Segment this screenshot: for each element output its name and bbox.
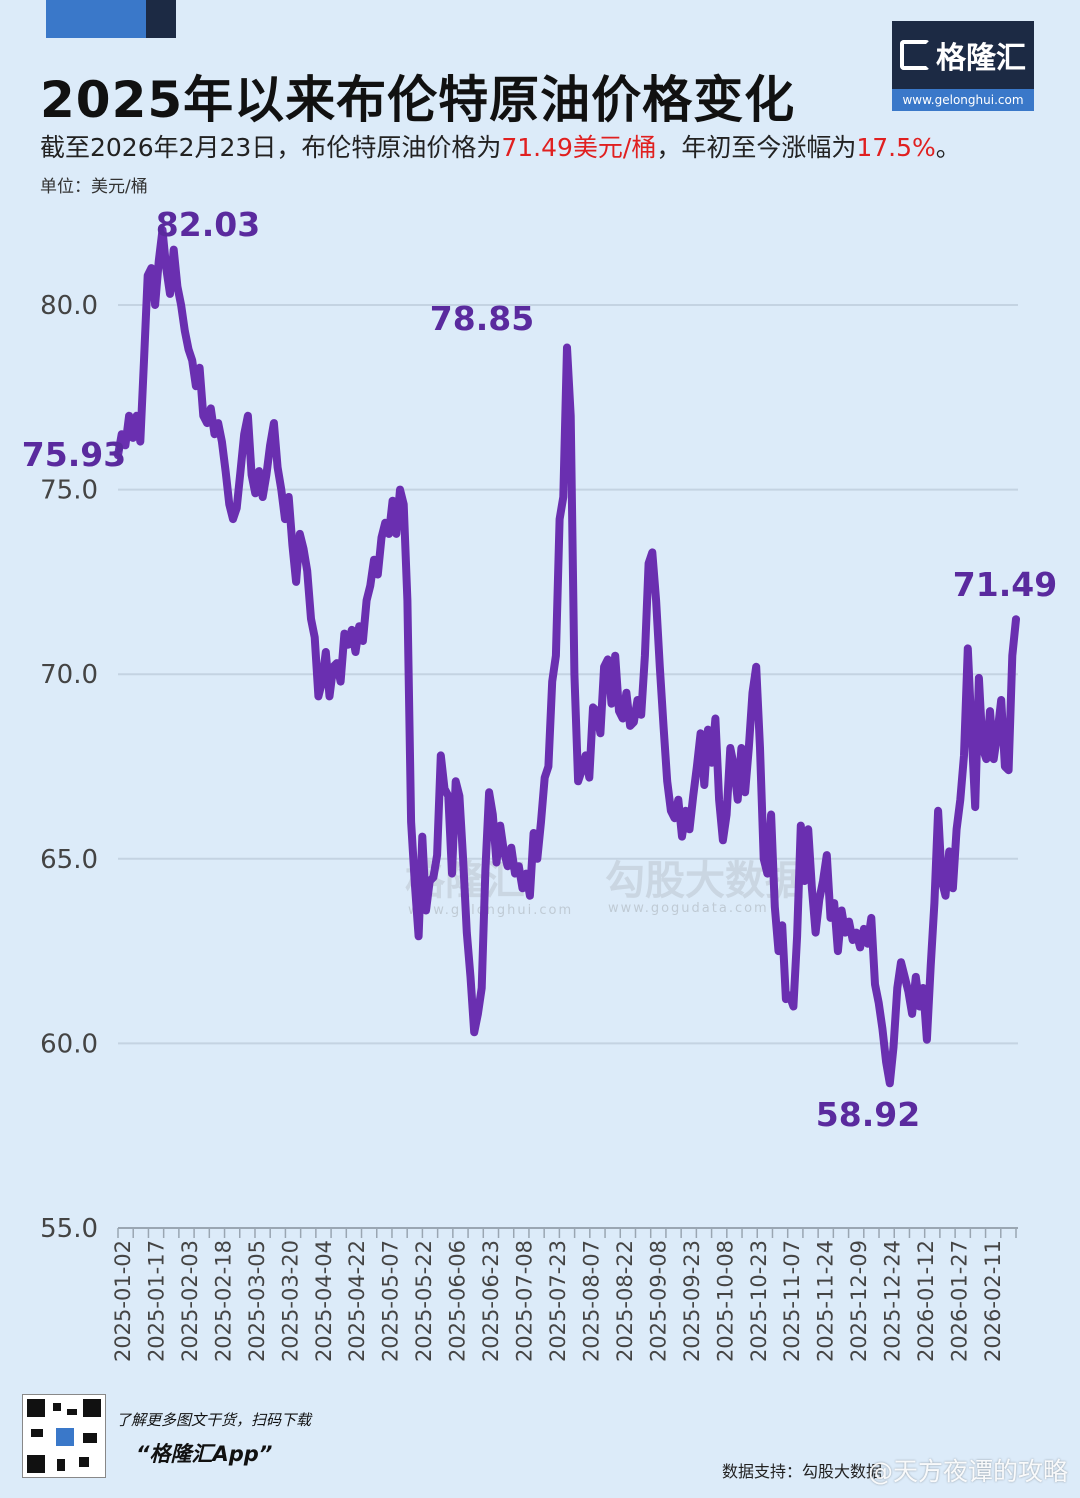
unit-label: 单位：美元/桶 xyxy=(40,177,148,197)
footer-app-name: “格隆汇App” xyxy=(136,1442,273,1466)
data-source: 数据支持：勾股大数据 xyxy=(722,1462,883,1481)
x-tick-label: 2025-09-08 xyxy=(646,1240,670,1362)
data-label: 78.85 xyxy=(430,299,534,338)
x-tick-label: 2025-04-22 xyxy=(345,1240,369,1362)
price-series-line xyxy=(114,226,1020,1088)
gelonghui-logo: 格隆汇 www.gelonghui.com xyxy=(892,21,1034,111)
chart-title: 2025年以来布伦特原油价格变化 xyxy=(40,71,796,129)
watermark-gogudata-url: www.gogudata.com xyxy=(608,901,769,916)
weibo-watermark: @天方夜谭的攻略 xyxy=(868,1457,1069,1486)
y-tick-label: 60.0 xyxy=(40,1029,98,1059)
top-accent-bar xyxy=(46,0,176,38)
subtitle-pct: 17.5% xyxy=(856,133,936,162)
x-tick-label: 2025-04-04 xyxy=(312,1240,336,1362)
x-tick-label: 2026-01-12 xyxy=(914,1240,938,1362)
x-tick-label: 2025-11-07 xyxy=(780,1240,804,1362)
x-tick-label: 2025-09-23 xyxy=(680,1240,704,1362)
subtitle-price: 71.49美元/桶 xyxy=(501,133,657,162)
x-tick-label: 2025-10-23 xyxy=(747,1240,771,1362)
logo-url: www.gelonghui.com xyxy=(892,89,1034,111)
x-tick-label: 2025-02-03 xyxy=(178,1240,202,1362)
subtitle-prefix: 截至2026年2月23日，布伦特原油价格为 xyxy=(40,133,502,162)
x-tick-label: 2025-12-24 xyxy=(881,1240,905,1362)
y-tick-label: 55.0 xyxy=(40,1214,98,1244)
x-tick-label: 2025-01-17 xyxy=(144,1240,168,1362)
g-logo-icon xyxy=(900,40,930,70)
chart-subtitle: 截至2026年2月23日，布伦特原油价格为71.49美元/桶，年初至今涨幅为17… xyxy=(40,128,961,164)
watermark-gelonghui-url: www.gelonghui.com xyxy=(408,903,574,918)
x-tick-label: 2025-08-07 xyxy=(579,1240,603,1362)
x-tick-label: 2025-11-24 xyxy=(814,1240,838,1362)
x-tick-label: 2025-03-20 xyxy=(278,1240,302,1362)
logo-name: 格隆汇 xyxy=(936,41,1026,76)
y-tick-label: 70.0 xyxy=(40,660,98,690)
x-tick-label: 2025-07-08 xyxy=(513,1240,537,1362)
x-tick-label: 2025-01-02 xyxy=(111,1240,135,1362)
footer-promo: 了解更多图文干货，扫码下载 xyxy=(116,1411,312,1429)
y-tick-label: 80.0 xyxy=(40,291,98,321)
data-label: 71.49 xyxy=(953,565,1057,604)
y-tick-label: 75.0 xyxy=(40,476,98,506)
x-tick-label: 2025-02-18 xyxy=(211,1240,235,1362)
x-tick-label: 2026-02-11 xyxy=(981,1240,1005,1362)
x-tick-label: 2025-06-23 xyxy=(479,1240,503,1362)
x-tick-label: 2025-08-22 xyxy=(613,1240,637,1362)
x-tick-label: 2025-05-22 xyxy=(412,1240,436,1362)
x-tick-label: 2025-12-09 xyxy=(847,1240,871,1362)
data-label: 58.92 xyxy=(816,1095,920,1134)
qr-code[interactable] xyxy=(22,1394,106,1478)
x-tick-label: 2025-07-23 xyxy=(546,1240,570,1362)
x-tick-label: 2025-06-06 xyxy=(446,1240,470,1362)
data-label: 75.93 xyxy=(22,435,126,474)
x-tick-label: 2025-10-08 xyxy=(713,1240,737,1362)
y-tick-label: 65.0 xyxy=(40,845,98,875)
qr-logo-icon xyxy=(54,1426,76,1448)
x-tick-label: 2025-05-07 xyxy=(379,1240,403,1362)
x-tick-label: 2026-01-27 xyxy=(948,1240,972,1362)
subtitle-suffix: 。 xyxy=(935,133,961,162)
subtitle-mid: ，年初至今涨幅为 xyxy=(656,133,857,162)
x-tick-label: 2025-03-05 xyxy=(245,1240,269,1362)
data-label: 82.03 xyxy=(156,205,260,244)
